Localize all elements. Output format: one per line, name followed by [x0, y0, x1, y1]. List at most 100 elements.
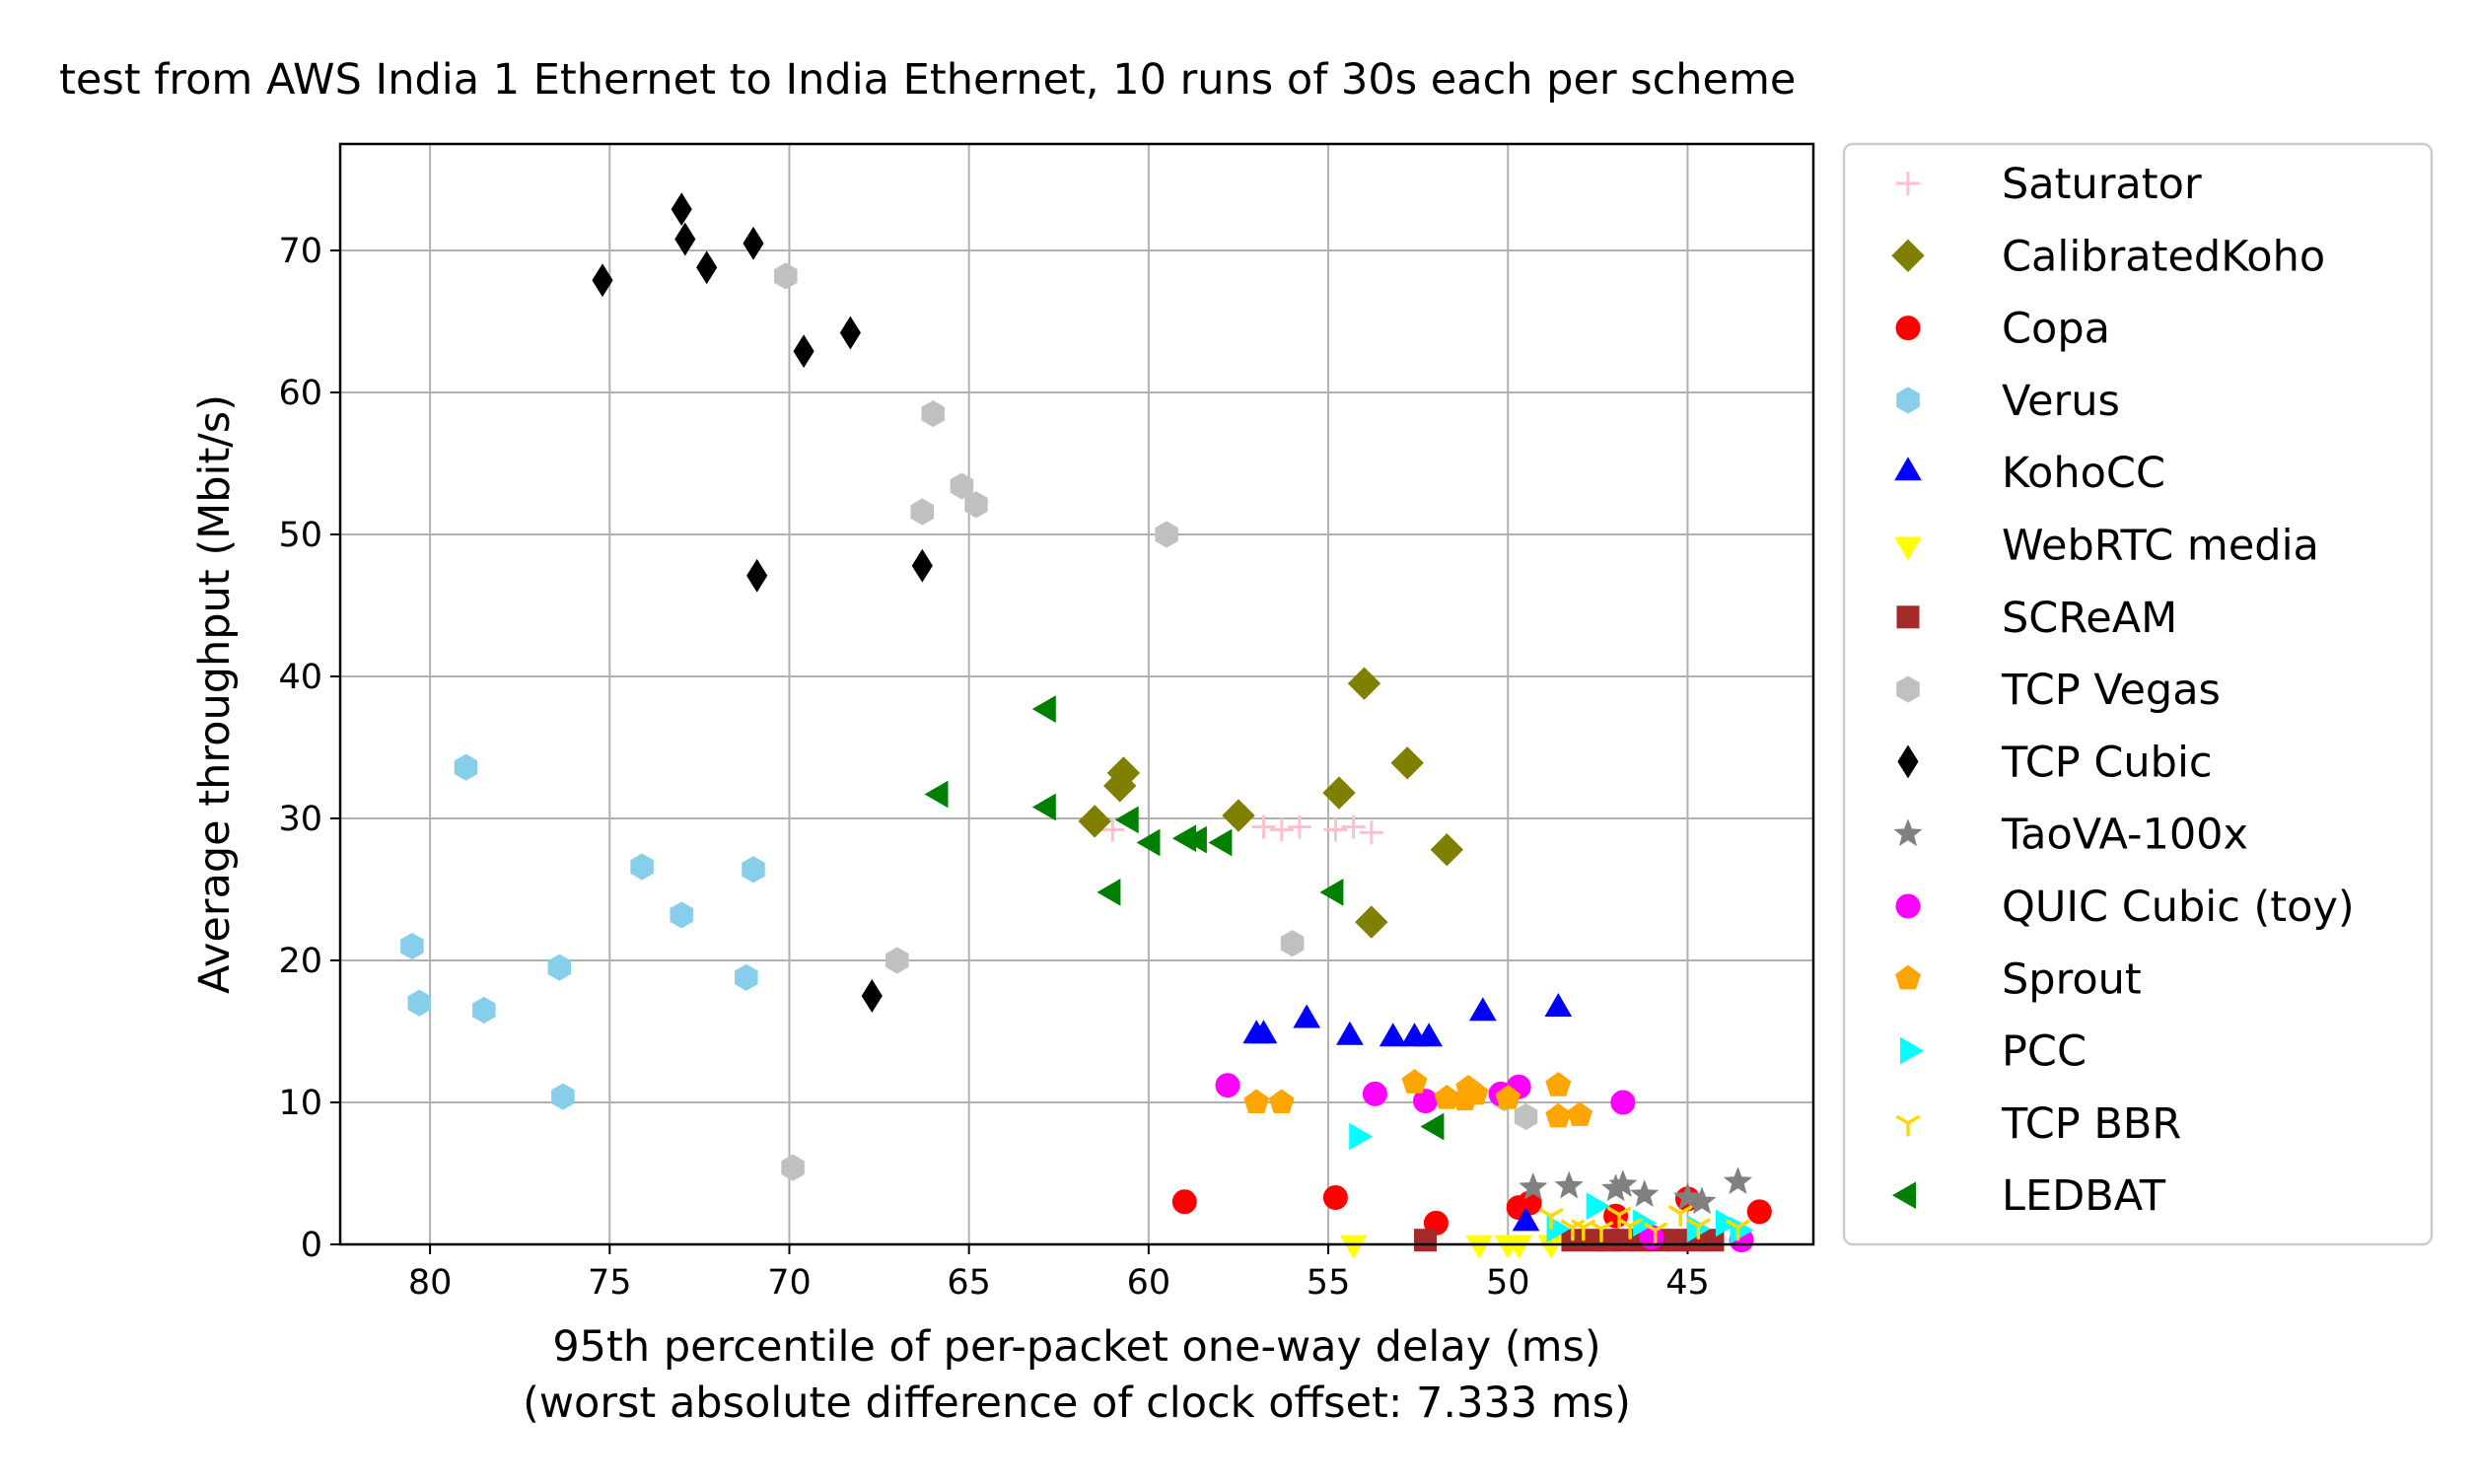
y-tick-label: 0: [301, 1226, 322, 1265]
data-point: [793, 334, 814, 369]
legend-label: Sprout: [2002, 954, 2142, 1004]
data-point: [1415, 1023, 1443, 1047]
y-tick-label: 30: [278, 800, 322, 839]
data-point: [1280, 930, 1305, 957]
data-point: [1420, 1112, 1445, 1141]
x-tick-label: 65: [947, 1263, 991, 1303]
data-point: [861, 979, 883, 1013]
data-point: [924, 780, 949, 809]
legend-label: TaoVA-100x: [2001, 811, 2248, 860]
y-tick-label: 60: [278, 374, 322, 413]
legend-label: Saturator: [2002, 160, 2202, 209]
x-tick-label: 55: [1307, 1263, 1351, 1303]
data-point: [1106, 756, 1141, 790]
data-point: [1323, 817, 1348, 842]
data-point: [1723, 1166, 1753, 1195]
data-point: [1031, 793, 1056, 821]
data-point: [1462, 1080, 1489, 1105]
data-point: [400, 933, 424, 960]
data-point: [1567, 1101, 1593, 1127]
y-tick-label: 50: [278, 516, 322, 555]
y-tick-label: 40: [278, 658, 322, 697]
legend-label: TCP BBR: [2001, 1099, 2181, 1149]
data-point: [1379, 1023, 1407, 1047]
data-point: [1495, 1085, 1521, 1109]
y-tick-label: 70: [278, 232, 322, 271]
data-point: [1097, 879, 1121, 906]
data-point: [592, 263, 613, 298]
series-4: [1242, 992, 1573, 1232]
series-14: [924, 695, 1445, 1141]
data-point: [950, 472, 974, 500]
x-tick-label: 70: [767, 1263, 812, 1303]
legend-label: TCP Vegas: [2001, 666, 2221, 715]
data-point: [1078, 805, 1111, 838]
data-point: [1512, 1207, 1540, 1232]
data-point: [1544, 992, 1573, 1017]
data-point: [1349, 1122, 1374, 1151]
legend-marker: [1896, 387, 1920, 414]
data-point: [674, 222, 696, 256]
series-13: [1538, 1205, 1750, 1244]
series-1: [1078, 667, 1464, 939]
data-point: [781, 1154, 805, 1181]
x-tick-label: 80: [408, 1263, 453, 1303]
legend-label: WebRTC media: [2002, 522, 2319, 571]
data-point: [1362, 1081, 1387, 1106]
legend-item: Sprout: [1895, 954, 2142, 1004]
data-point: [774, 262, 798, 290]
data-point: [1630, 1179, 1660, 1208]
legend-label: PCC: [2002, 1027, 2087, 1077]
data-point: [1465, 1235, 1493, 1259]
data-point: [454, 753, 478, 781]
data-point: [1293, 1004, 1321, 1028]
legend-label: QUIC Cubic (toy): [2002, 883, 2355, 932]
x-axis-label: 95th percentile of per-packet one-way de…: [552, 1322, 1600, 1372]
data-point: [1668, 1205, 1693, 1228]
legend-item: QUIC Cubic (toy): [1895, 883, 2355, 932]
data-point: [742, 856, 765, 883]
data-point: [1746, 1199, 1772, 1225]
data-point: [1359, 820, 1383, 845]
legend-label: KohoCC: [2002, 449, 2165, 498]
legend-marker: [1896, 675, 1920, 703]
x-tick-label: 75: [588, 1263, 632, 1303]
data-point: [1347, 667, 1381, 700]
data-point: [911, 548, 933, 583]
series-5: [1339, 1235, 1565, 1259]
y-tick-label: 20: [278, 942, 322, 981]
legend-marker: [1895, 1115, 1921, 1137]
legend-item: TCP Cubic: [1897, 738, 2213, 787]
data-point: [1586, 1192, 1610, 1220]
x-tick-label: 45: [1665, 1263, 1710, 1303]
data-point: [1287, 814, 1311, 839]
data-point: [1031, 695, 1056, 723]
x-axis-label-secondary: (worst absolute difference of clock offs…: [523, 1378, 1631, 1428]
data-point: [1610, 1090, 1636, 1115]
legend-marker: [1893, 818, 1923, 847]
data-point: [1114, 806, 1139, 834]
series-0: [1100, 814, 1383, 845]
data-point: [1618, 1218, 1643, 1240]
legend-marker: [1895, 316, 1921, 341]
series-3: [400, 753, 765, 1110]
data-point: [1538, 1208, 1564, 1230]
legend-marker: [1897, 744, 1919, 779]
data-point: [1505, 1235, 1533, 1259]
data-point: [735, 963, 758, 991]
data-point: [746, 558, 768, 593]
data-point: [1182, 825, 1207, 854]
legend-item: TCP BBR: [1895, 1099, 2181, 1149]
legend-label: LEDBAT: [2002, 1171, 2166, 1221]
data-point: [1414, 1229, 1437, 1252]
data-point: [547, 954, 572, 981]
data-point: [1339, 1235, 1368, 1259]
legend-item: WebRTC media: [1894, 522, 2319, 571]
legend-item: Copa: [1895, 305, 2110, 354]
series-7: [774, 262, 1538, 1181]
data-point: [1545, 1072, 1572, 1096]
y-axis-label: Average throughput (Mbit/s): [190, 394, 240, 994]
legend-marker: [1894, 457, 1922, 481]
data-point: [1155, 521, 1178, 548]
